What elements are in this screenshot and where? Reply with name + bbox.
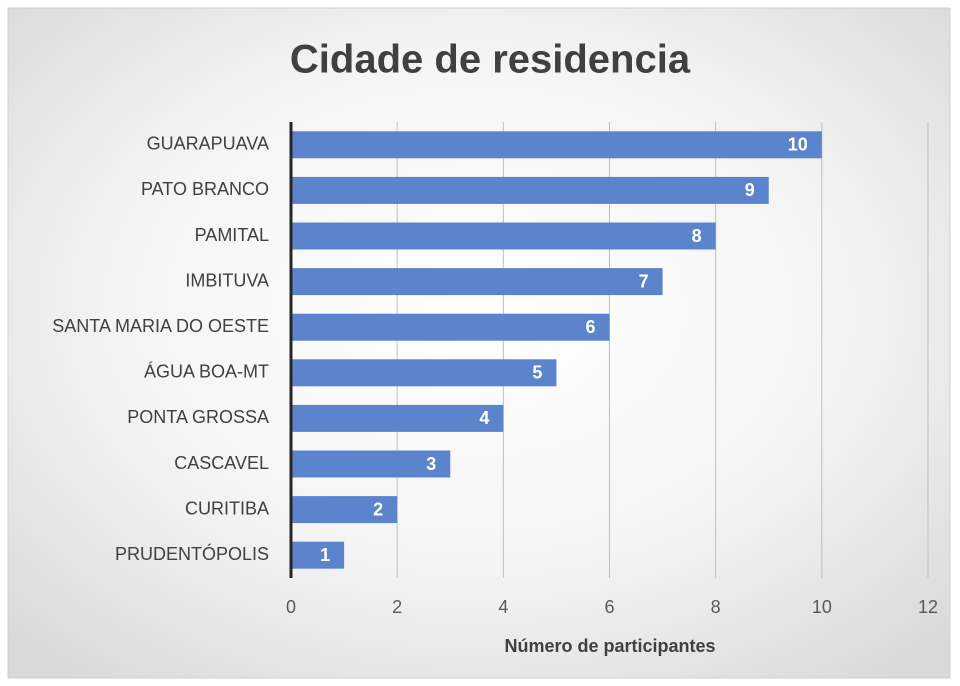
data-label: 2	[373, 499, 383, 519]
y-tick-label: PONTA GROSSA	[127, 407, 269, 427]
y-tick-label: PAMITAL	[195, 225, 269, 245]
chart-title: Cidade de residencia	[290, 38, 691, 82]
bar	[291, 450, 451, 478]
y-tick-label: GUARAPUAVA	[147, 134, 269, 154]
bar	[291, 541, 345, 569]
data-label: 3	[426, 454, 436, 474]
bar	[291, 222, 716, 250]
y-tick-label: CASCAVEL	[174, 453, 269, 473]
x-tick-label: 8	[711, 597, 721, 617]
x-tick-label: 12	[918, 597, 938, 617]
data-label: 6	[585, 317, 595, 337]
data-label: 1	[320, 545, 330, 565]
y-tick-label: PATO BRANCO	[141, 179, 269, 199]
bar	[291, 268, 663, 296]
bar	[291, 131, 822, 159]
data-label: 5	[532, 363, 542, 383]
y-tick-label: IMBITUVA	[185, 270, 269, 290]
data-label: 7	[639, 271, 649, 291]
chart-frame	[7, 7, 951, 679]
y-tick-label: CURITIBA	[185, 498, 269, 518]
y-tick-label: PRUDENTÓPOLIS	[115, 543, 269, 564]
bar	[291, 404, 504, 432]
data-label: 10	[788, 135, 808, 155]
bar	[291, 176, 769, 204]
bar	[291, 496, 398, 524]
bar	[291, 359, 557, 387]
y-tick-label: SANTA MARIA DO OESTE	[52, 316, 269, 336]
y-tick-label: ÁGUA BOA-MT	[144, 362, 269, 382]
x-tick-label: 4	[498, 597, 508, 617]
data-label: 8	[692, 226, 702, 246]
data-label: 9	[745, 180, 755, 200]
x-tick-label: 6	[604, 597, 614, 617]
x-tick-label: 0	[286, 597, 296, 617]
bar	[291, 313, 610, 341]
data-label: 4	[479, 408, 489, 428]
x-tick-label: 2	[392, 597, 402, 617]
x-axis-label: Número de participantes	[504, 636, 715, 656]
x-tick-label: 10	[812, 597, 832, 617]
